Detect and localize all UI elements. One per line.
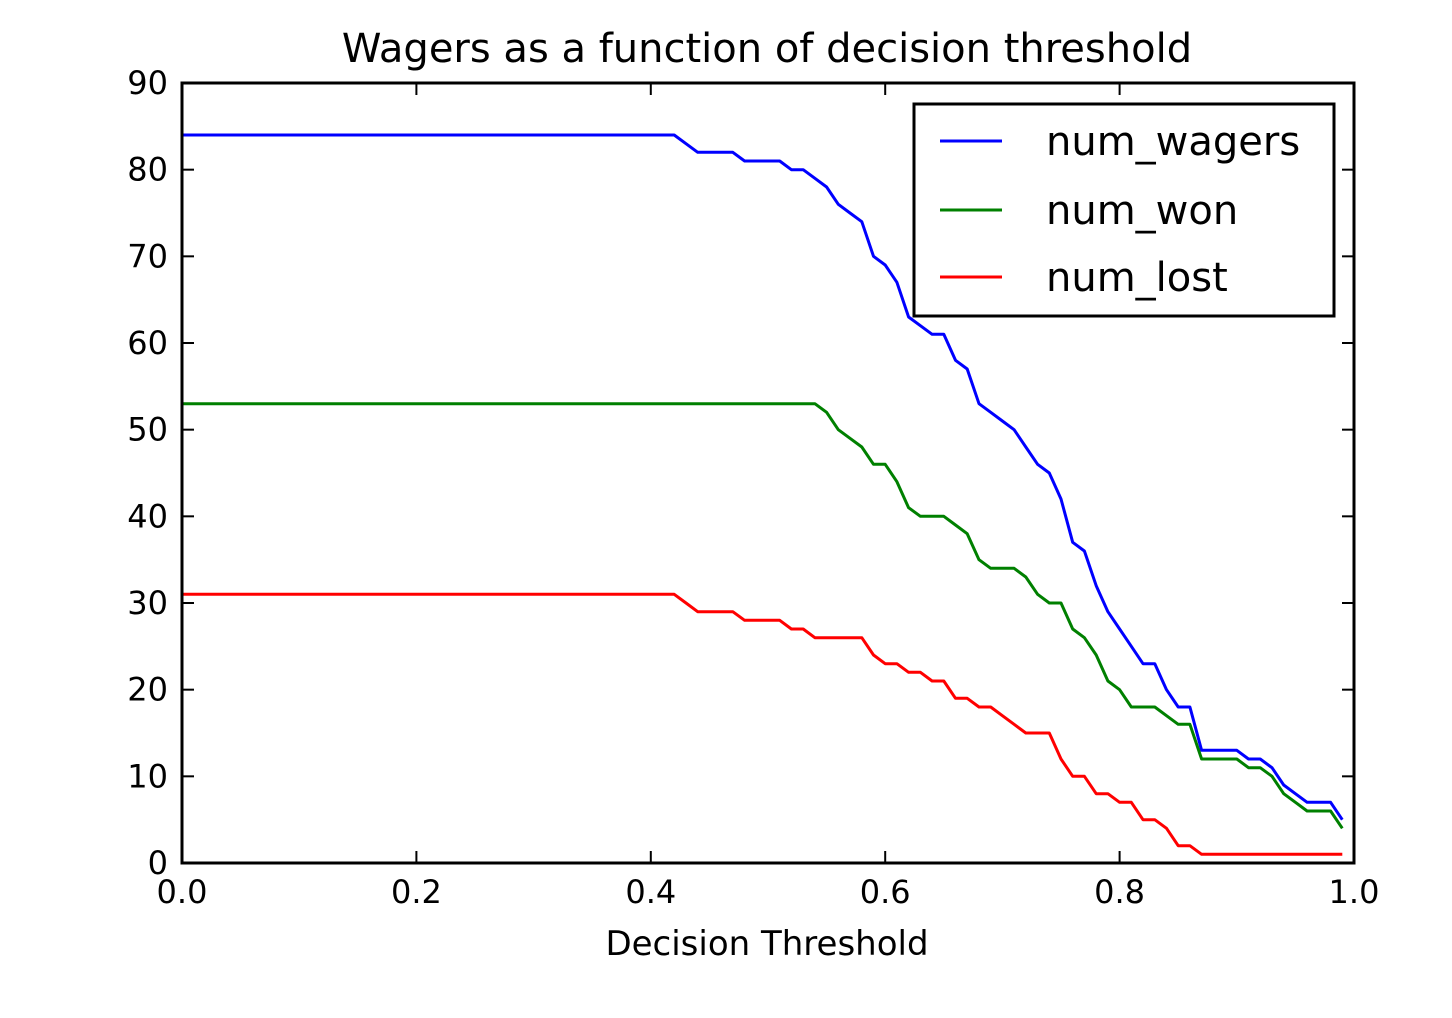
x-tick-label: 0.8: [1094, 873, 1145, 911]
y-tick-label: 50: [127, 411, 168, 449]
y-tick-label: 80: [127, 151, 168, 189]
series-line-num_wagers: [182, 133, 1344, 821]
x-tick-label: 0.6: [860, 873, 911, 911]
y-tick-label: 30: [127, 584, 168, 622]
legend-label-num_wagers: num_wagers: [1046, 119, 1300, 165]
chart-title: Wagers as a function of decision thresho…: [342, 26, 1192, 72]
y-tick-label: 40: [127, 497, 168, 535]
legend-label-num_lost: num_lost: [1046, 255, 1228, 301]
legend: num_wagers num_won num_lost: [912, 102, 1336, 318]
x-tick-label: 0.0: [157, 873, 208, 911]
x-tick-labels: 0.0 0.2 0.4 0.6 0.8 1.0: [157, 873, 1380, 911]
x-tick-label: 0.2: [391, 873, 442, 911]
series-layer: [182, 133, 1344, 856]
legend-entries: num_wagers num_won num_lost: [940, 119, 1300, 301]
y-tick-label: 0: [148, 844, 168, 882]
y-tick-labels: 0 10 20 30 40 50 60 70 80 90: [127, 64, 168, 882]
y-tick-label: 20: [127, 671, 168, 709]
x-tick-label: 0.4: [625, 873, 676, 911]
series-line-num_lost: [182, 592, 1343, 856]
y-tick-label: 10: [127, 757, 168, 795]
x-tick-label: 1.0: [1329, 873, 1380, 911]
y-tick-label: 60: [127, 324, 168, 362]
series-line-num_won: [182, 402, 1344, 830]
y-tick-label: 70: [127, 237, 168, 275]
x-axis-label: Decision Threshold: [605, 924, 928, 964]
y-tick-label: 90: [127, 64, 168, 102]
legend-label-num_won: num_won: [1046, 188, 1238, 234]
plot-frame: [180, 81, 1356, 865]
